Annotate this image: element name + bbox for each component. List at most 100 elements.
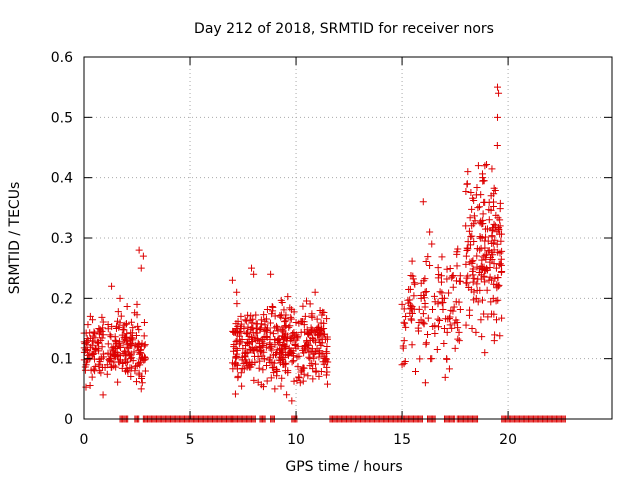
data-point [132,362,140,370]
data-point [267,374,275,382]
data-point [123,343,131,351]
data-point [484,237,492,245]
data-point [254,378,262,386]
data-point [123,330,131,338]
data-point [113,322,121,330]
chart-title: Day 212 of 2018, SRMTID for receiver nor… [194,21,494,37]
data-point [322,348,330,356]
data-point [490,310,498,318]
data-point [241,352,249,360]
data-point [455,328,463,336]
data-point [477,275,485,283]
data-point [268,358,276,366]
y-tick-label: 0.1 [51,352,73,368]
data-point [243,328,251,336]
data-point [481,278,489,286]
data-point [310,354,318,362]
data-point [411,280,419,288]
data-point [410,305,418,313]
data-point [426,228,434,236]
data-point [318,339,326,347]
data-point [485,247,493,255]
data-point [250,376,258,384]
data-point [247,363,255,371]
data-point [481,349,489,357]
data-point [304,372,312,380]
data-point [465,227,473,235]
data-point [301,346,309,354]
data-point [468,205,476,213]
data-point [463,180,471,188]
data-point [114,378,122,386]
data-point [125,344,133,352]
data-point [498,247,506,255]
data-point [254,337,262,345]
data-point [449,283,457,291]
data-point [123,358,131,366]
data-point [407,304,415,312]
data-point [110,350,118,358]
data-point [98,313,106,321]
data-point [496,216,504,224]
data-point [490,220,498,228]
data-point [426,261,434,269]
data-point [232,345,240,353]
data-point [472,294,480,302]
data-point [266,353,274,361]
data-point [280,341,288,349]
data-point [481,251,489,259]
data-point [229,359,237,367]
data-point [422,258,430,266]
data-point [477,316,485,324]
data-point [436,316,444,324]
data-point [315,372,323,380]
data-point [281,359,289,367]
data-point [241,349,249,357]
data-point [320,309,328,317]
data-point [410,292,418,300]
data-point [90,349,98,357]
data-point [402,312,410,320]
data-point [492,264,500,272]
data-point [233,336,241,344]
data-point [408,310,416,318]
data-point [136,346,144,354]
data-point [124,368,132,376]
data-point [439,306,447,314]
data-point [429,305,437,313]
data-point [456,306,464,314]
data-point [296,379,304,387]
data-point [135,359,143,367]
y-tick-label: 0.4 [51,171,73,187]
data-point [110,358,118,366]
data-point [453,262,461,270]
data-point [313,315,321,323]
data-point [108,344,116,352]
data-point [280,306,288,314]
data-point [485,276,493,284]
data-point [276,312,284,320]
data-point [398,300,406,308]
data-point [468,325,476,332]
data-point [473,245,481,253]
data-point [468,232,476,240]
data-point [309,375,317,383]
data-point [258,320,266,328]
data-point [305,331,313,339]
data-point [99,331,107,339]
data-point [498,314,506,322]
data-point [421,303,429,311]
data-point [495,89,503,97]
data-point [137,264,145,272]
data-point [428,355,436,363]
data-point [288,358,296,366]
data-point [287,347,295,355]
data-point [263,362,271,370]
data-point [281,367,289,375]
data-point [276,349,284,357]
data-point [99,391,107,399]
data-point [281,314,289,322]
data-point [114,308,122,316]
data-point [232,354,240,362]
